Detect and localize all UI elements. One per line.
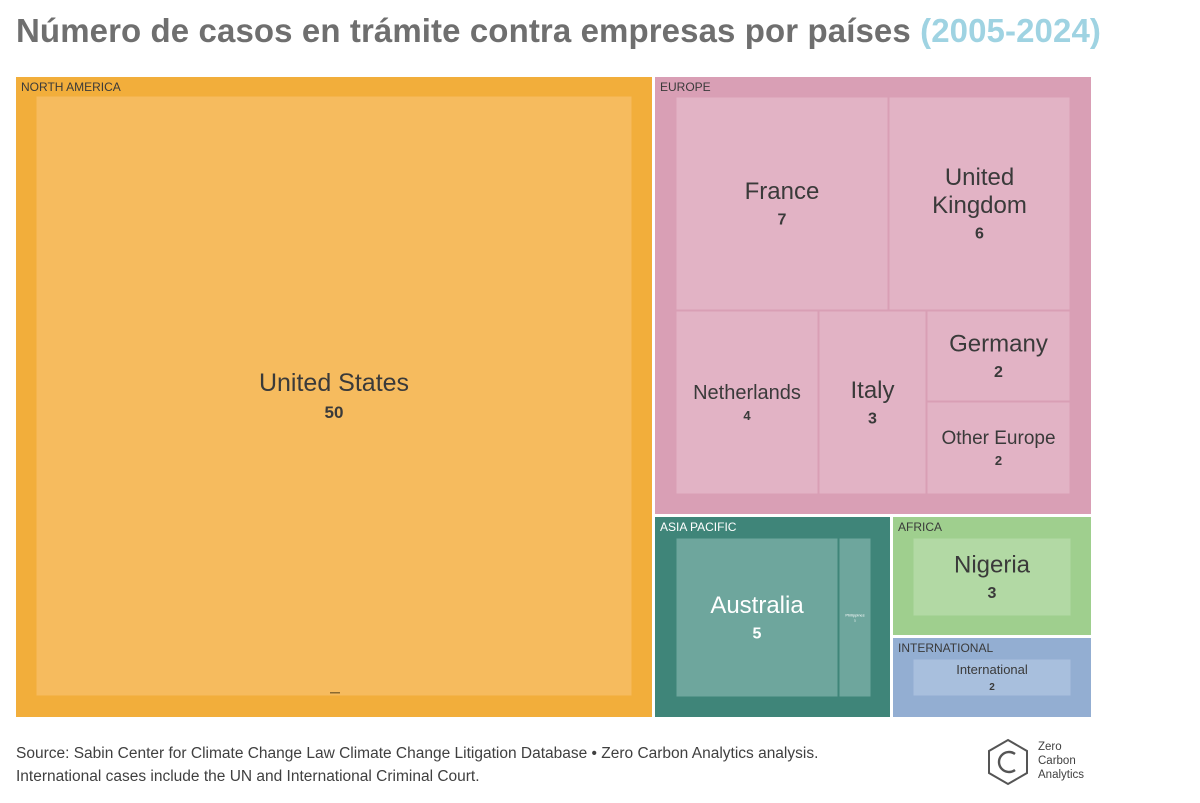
tile-label-philippines: Philippines [845, 612, 864, 617]
region-label-international: INTERNATIONAL [898, 641, 993, 655]
tile-italy[interactable] [818, 310, 927, 495]
tile-value-international: 2 [989, 682, 995, 693]
tile-label-italy: Italy [850, 377, 894, 404]
region-label-north-america: NORTH AMERICA [21, 80, 121, 94]
tile-label-nigeria: Nigeria [954, 551, 1031, 578]
tile-international[interactable] [912, 658, 1072, 697]
tile-value-philippines: 1 [854, 618, 856, 622]
tile-united-states[interactable] [35, 95, 633, 697]
tile-label-france: France [745, 178, 820, 205]
tile-value-other-europe: 2 [995, 453, 1002, 468]
tile-other-europe[interactable] [926, 401, 1071, 495]
tile-label-united-kingdom: United Kingdom [932, 164, 1027, 219]
note-line: International cases include the UN and I… [16, 768, 480, 785]
tile-value-germany: 2 [994, 364, 1003, 381]
logo-wordmark: Zero Carbon Analytics [1038, 740, 1084, 782]
tile-value-australia: 5 [753, 626, 762, 643]
tile-value-united-states: 50 [325, 403, 344, 422]
region-label-europe: EUROPE [660, 80, 711, 94]
tile-united-kingdom[interactable] [888, 96, 1071, 311]
tile-value-netherlands: 4 [743, 408, 751, 423]
tile-label-other-europe: Other Europe [941, 428, 1055, 449]
region-label-asia-pacific: ASIA PACIFIC [660, 520, 737, 534]
tile-germany[interactable] [926, 310, 1071, 402]
tile-label-australia: Australia [710, 592, 804, 619]
logo-line-carbon: Carbon [1038, 755, 1076, 767]
tile-label-germany: Germany [949, 330, 1048, 357]
source-note: Source: Sabin Center for Climate Change … [16, 742, 818, 788]
tile-netherlands[interactable] [675, 310, 819, 495]
tile-nigeria[interactable] [912, 537, 1072, 617]
source-line: Source: Sabin Center for Climate Change … [16, 745, 819, 762]
chart-title-years: (2005-2024) [920, 12, 1102, 49]
tile-value-italy: 3 [868, 411, 877, 428]
tile-marker [330, 692, 340, 694]
tile-australia[interactable] [675, 537, 839, 698]
hexagon-c-icon [988, 738, 1028, 786]
tile-philippines[interactable] [838, 537, 872, 698]
chart-title: Número de casos en trámite contra empres… [16, 12, 1101, 50]
tile-france[interactable] [675, 96, 889, 311]
tile-label-netherlands: Netherlands [693, 382, 801, 404]
tile-label-international: International [956, 662, 1028, 677]
logo-line-zero: Zero [1038, 741, 1062, 753]
tile-value-nigeria: 3 [988, 585, 997, 602]
region-label-africa: AFRICA [898, 520, 942, 534]
tile-value-united-kingdom: 6 [975, 226, 984, 243]
logo-line-analytics: Analytics [1038, 769, 1085, 781]
tile-value-france: 7 [778, 212, 787, 229]
zero-carbon-analytics-logo: Zero Carbon Analytics [986, 738, 1106, 790]
tile-label-united-states: United States [259, 369, 409, 397]
chart-title-main: Número de casos en trámite contra empres… [16, 12, 911, 49]
